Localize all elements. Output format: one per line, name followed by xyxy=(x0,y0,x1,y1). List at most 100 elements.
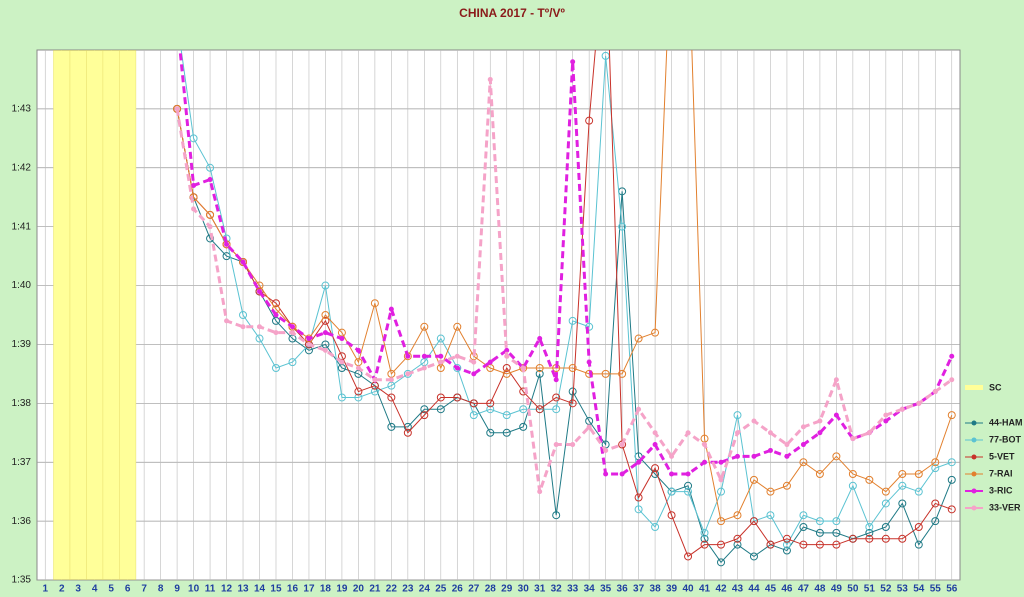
data-point xyxy=(733,540,742,549)
legend-label: 44-HAM xyxy=(989,417,1023,427)
data-point xyxy=(403,422,412,431)
x-tick-label: 11 xyxy=(205,584,216,595)
data-point xyxy=(784,453,790,459)
data-point xyxy=(306,341,312,347)
data-point xyxy=(881,523,890,531)
x-tick-label: 28 xyxy=(485,584,497,595)
data-point xyxy=(603,447,609,453)
data-point xyxy=(865,534,874,543)
data-point xyxy=(799,458,808,467)
x-tick-label: 40 xyxy=(682,584,694,595)
data-point xyxy=(718,459,724,465)
data-point xyxy=(717,517,726,526)
data-point xyxy=(355,365,361,371)
data-point xyxy=(883,412,889,418)
data-point xyxy=(751,418,757,424)
data-point xyxy=(684,552,693,561)
x-tick-label: 37 xyxy=(633,584,645,595)
data-point xyxy=(420,411,429,420)
data-point xyxy=(914,470,923,478)
x-tick-label: 2 xyxy=(59,584,65,595)
data-point xyxy=(469,399,478,408)
data-point xyxy=(766,487,775,496)
data-point xyxy=(949,353,955,359)
data-point xyxy=(537,336,543,342)
data-point xyxy=(850,436,856,442)
data-point xyxy=(636,459,642,465)
data-point xyxy=(684,481,693,490)
data-point xyxy=(372,377,378,383)
data-point xyxy=(881,487,890,496)
x-tick-label: 33 xyxy=(567,584,579,595)
x-tick-label: 6 xyxy=(125,584,131,595)
data-point xyxy=(848,481,857,490)
data-point xyxy=(766,540,775,549)
data-point xyxy=(815,517,824,526)
data-point xyxy=(322,330,328,336)
data-point xyxy=(502,411,511,420)
x-tick-label: 16 xyxy=(287,584,299,595)
y-tick-label: 1:35 xyxy=(12,575,32,586)
data-point xyxy=(568,316,577,325)
data-point xyxy=(916,400,922,406)
x-tick-label: 1 xyxy=(42,584,48,595)
data-point xyxy=(718,477,724,483)
data-point xyxy=(420,322,429,331)
data-point xyxy=(865,475,874,484)
data-point xyxy=(815,470,824,478)
data-point xyxy=(749,475,758,484)
data-point xyxy=(651,328,660,337)
data-point xyxy=(585,322,594,331)
data-point xyxy=(619,442,625,448)
data-point xyxy=(799,511,808,520)
x-tick-label: 44 xyxy=(748,584,760,595)
y-tick-label: 1:39 xyxy=(12,339,32,350)
data-point xyxy=(932,389,938,395)
series-line xyxy=(175,79,953,493)
data-point xyxy=(947,458,956,467)
data-point xyxy=(652,442,658,448)
data-point xyxy=(618,369,627,378)
data-point xyxy=(174,17,181,24)
x-tick-label: 3 xyxy=(75,584,81,595)
x-tick-label: 10 xyxy=(188,584,200,595)
data-point xyxy=(387,422,396,431)
data-point xyxy=(175,19,179,23)
data-point xyxy=(832,540,841,549)
data-point xyxy=(914,523,923,531)
data-point xyxy=(634,493,643,502)
legend-label: 5-VET xyxy=(989,451,1015,461)
data-point xyxy=(651,464,660,473)
data-point xyxy=(420,405,429,414)
data-point xyxy=(370,387,379,396)
data-point xyxy=(866,430,872,436)
data-point xyxy=(355,347,361,353)
data-point xyxy=(652,430,658,436)
data-point xyxy=(881,534,890,543)
data-point xyxy=(436,393,445,402)
data-point xyxy=(634,334,643,343)
x-tick-label: 18 xyxy=(320,584,332,595)
data-point xyxy=(947,411,956,420)
data-point xyxy=(453,393,462,402)
data-point xyxy=(289,324,295,330)
data-point xyxy=(766,511,775,520)
data-point xyxy=(914,540,923,549)
data-point xyxy=(669,471,675,477)
data-point xyxy=(717,487,726,496)
data-point xyxy=(931,458,940,467)
data-point xyxy=(848,534,857,543)
data-point xyxy=(438,359,444,365)
x-tick-label: 7 xyxy=(141,584,147,595)
data-point xyxy=(799,540,808,549)
data-point xyxy=(585,116,594,125)
data-point xyxy=(684,487,693,496)
data-point xyxy=(552,511,561,520)
data-point xyxy=(504,347,510,353)
data-point xyxy=(421,365,427,371)
data-point xyxy=(899,406,905,412)
data-point xyxy=(815,528,824,537)
x-tick-label: 48 xyxy=(814,584,826,595)
data-point xyxy=(306,336,312,342)
x-tick-label: 35 xyxy=(600,584,612,595)
